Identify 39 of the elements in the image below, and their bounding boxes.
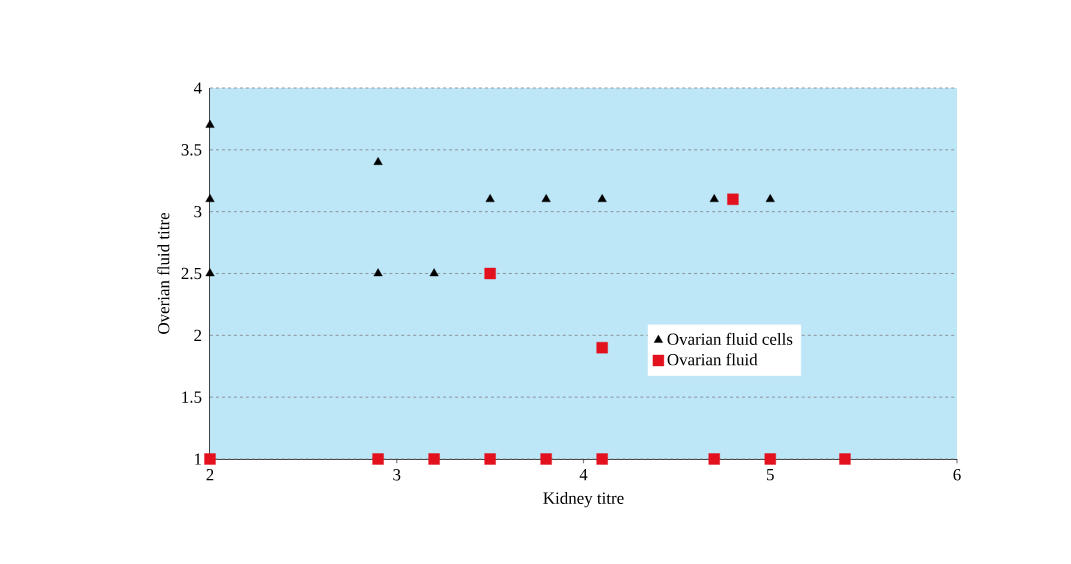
point xyxy=(372,453,384,465)
x-tick-label: 4 xyxy=(579,469,588,481)
legend-label: Ovarian fluid xyxy=(667,353,758,366)
point xyxy=(765,194,775,202)
point xyxy=(596,453,608,465)
point xyxy=(709,194,719,202)
x-tick-label: 2 xyxy=(206,469,214,481)
point xyxy=(540,453,552,465)
point xyxy=(596,342,608,354)
point xyxy=(485,194,495,202)
point xyxy=(373,268,383,277)
y-tick-label: 3.5 xyxy=(181,144,202,156)
y-tick-label: 3 xyxy=(194,205,202,218)
point xyxy=(205,194,215,202)
point xyxy=(727,193,739,205)
x-axis-title: Kidney titre xyxy=(543,491,624,508)
point xyxy=(764,453,776,465)
point xyxy=(204,453,216,465)
y-tick-label: 1 xyxy=(195,453,202,465)
y-tick-label: 2.5 xyxy=(181,267,202,280)
point xyxy=(205,268,215,277)
x-tick-label: 5 xyxy=(767,469,774,481)
point xyxy=(484,453,496,465)
point xyxy=(597,194,607,202)
point xyxy=(205,119,215,128)
y-tick-label: 4 xyxy=(193,82,202,94)
y-axis-title: Overian fluid titre xyxy=(157,212,170,334)
x-tick-label: 6 xyxy=(953,469,961,481)
x-tick-label: 3 xyxy=(393,469,401,481)
point xyxy=(429,268,439,277)
point xyxy=(839,453,851,465)
point xyxy=(708,453,720,465)
y-tick-label: 1.5 xyxy=(182,391,202,403)
point xyxy=(428,453,440,465)
point xyxy=(484,267,496,280)
legend-label: Ovarian fluid cells xyxy=(667,332,793,345)
y-tick-label: 2 xyxy=(194,329,202,341)
point xyxy=(541,194,551,202)
point xyxy=(373,157,383,165)
